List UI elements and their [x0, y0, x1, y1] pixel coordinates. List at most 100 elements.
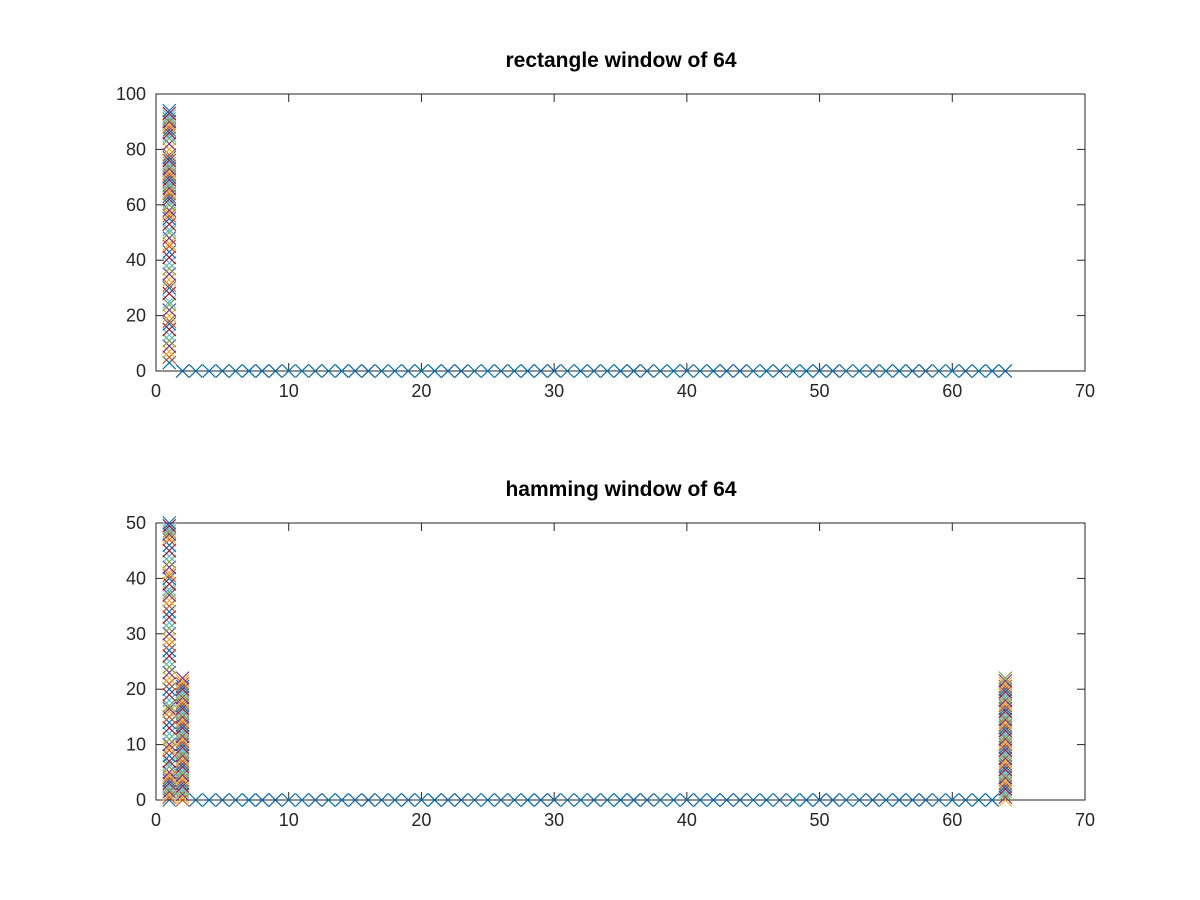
- data-point-stroke: [162, 698, 177, 713]
- data-point: [387, 793, 402, 807]
- data-point-stroke: [600, 364, 615, 378]
- data-point-stroke: [175, 673, 190, 688]
- data-point-stroke: [879, 793, 893, 807]
- data-point-stroke: [215, 793, 230, 807]
- data-point-stroke: [228, 793, 243, 807]
- data-point: [188, 793, 203, 807]
- data-point-stroke: [945, 793, 960, 807]
- data-point-stroke: [387, 364, 402, 378]
- data-point: [812, 364, 827, 378]
- data-point-stroke: [666, 364, 681, 378]
- x-tick-label: 50: [810, 381, 830, 401]
- data-point: [905, 793, 920, 807]
- data-point: [958, 364, 973, 378]
- data-point-stroke: [162, 560, 177, 575]
- tick-layer: 0 10 20 30 40 50 60 70 0 10 20 30 40 50: [126, 513, 1095, 830]
- data-point-stroke: [162, 153, 177, 168]
- data-point: [533, 364, 548, 378]
- data-point-stroke: [162, 272, 177, 287]
- data-point: [162, 626, 177, 641]
- data-point: [547, 793, 562, 807]
- data-point-stroke: [454, 793, 469, 807]
- data-point: [852, 793, 867, 807]
- data-point: [162, 148, 177, 162]
- data-point: [162, 732, 177, 746]
- data-point-stroke: [507, 793, 522, 807]
- data-point: [162, 704, 177, 719]
- data-point: [414, 793, 429, 807]
- x-tick-label: 40: [677, 381, 697, 401]
- data-point: [334, 364, 349, 378]
- data-point: [162, 261, 177, 276]
- data-point-stroke: [772, 364, 787, 378]
- y-tick-label: 20: [126, 679, 146, 699]
- data-point-stroke: [587, 793, 601, 807]
- data-point: [162, 615, 177, 630]
- x-tick-label: 30: [544, 381, 564, 401]
- x-tick-label: 10: [279, 810, 299, 830]
- data-point: [162, 339, 177, 353]
- data-point: [852, 364, 867, 378]
- data-point: [162, 604, 177, 619]
- data-point-stroke: [162, 103, 177, 118]
- data-point: [162, 660, 177, 674]
- data-point-stroke: [268, 364, 283, 378]
- data-point: [733, 793, 747, 807]
- data-point-stroke: [653, 364, 668, 378]
- data-point: [839, 793, 854, 807]
- data-point-stroke: [162, 554, 177, 569]
- data-point: [162, 682, 177, 697]
- data-point-stroke: [932, 364, 946, 378]
- marker-layer: [162, 516, 1013, 807]
- data-point: [746, 364, 761, 378]
- data-point-stroke: [361, 793, 376, 807]
- data-point: [467, 364, 482, 378]
- data-point-stroke: [268, 793, 283, 807]
- data-point: [401, 793, 416, 807]
- data-point: [414, 364, 429, 378]
- data-point-stroke: [175, 671, 190, 686]
- data-point-stroke: [162, 344, 177, 359]
- data-point-stroke: [162, 278, 177, 293]
- data-point-stroke: [374, 364, 389, 378]
- data-point: [918, 364, 933, 378]
- data-point-stroke: [839, 793, 854, 807]
- data-point-stroke: [162, 521, 177, 536]
- data-point: [507, 793, 522, 807]
- data-point: [162, 637, 177, 652]
- data-point-stroke: [295, 364, 309, 378]
- data-point-stroke: [162, 649, 177, 663]
- data-point: [653, 364, 668, 378]
- data-point: [786, 364, 800, 378]
- data-point-stroke: [281, 364, 296, 378]
- x-tick-label: 60: [942, 381, 962, 401]
- data-point: [162, 588, 177, 602]
- data-point-stroke: [162, 754, 177, 769]
- x-tick-label: 20: [411, 810, 431, 830]
- data-point: [162, 344, 177, 359]
- data-point: [162, 278, 177, 293]
- data-point: [162, 560, 177, 575]
- data-point: [480, 793, 495, 807]
- data-point-stroke: [998, 364, 1013, 378]
- data-point: [998, 364, 1013, 378]
- data-point-stroke: [772, 793, 787, 807]
- data-point: [162, 521, 177, 536]
- data-point-stroke: [414, 364, 429, 378]
- data-point-stroke: [958, 793, 973, 807]
- data-point: [693, 364, 708, 378]
- data-point: [162, 698, 177, 713]
- data-point: [162, 236, 177, 251]
- data-point: [162, 571, 177, 586]
- data-point: [706, 793, 721, 807]
- subplot-hamming-window: hamming window of 64 0 10 20 30 40 50 60 70 0 10 2…: [126, 478, 1095, 830]
- data-point: [494, 364, 508, 378]
- y-tick-label: 80: [126, 139, 146, 159]
- data-point-stroke: [852, 364, 867, 378]
- data-point-stroke: [162, 516, 177, 530]
- data-point: [467, 793, 482, 807]
- x-tick-label: 70: [1075, 381, 1095, 401]
- data-point: [772, 364, 787, 378]
- data-point-stroke: [547, 793, 562, 807]
- data-point: [454, 364, 469, 378]
